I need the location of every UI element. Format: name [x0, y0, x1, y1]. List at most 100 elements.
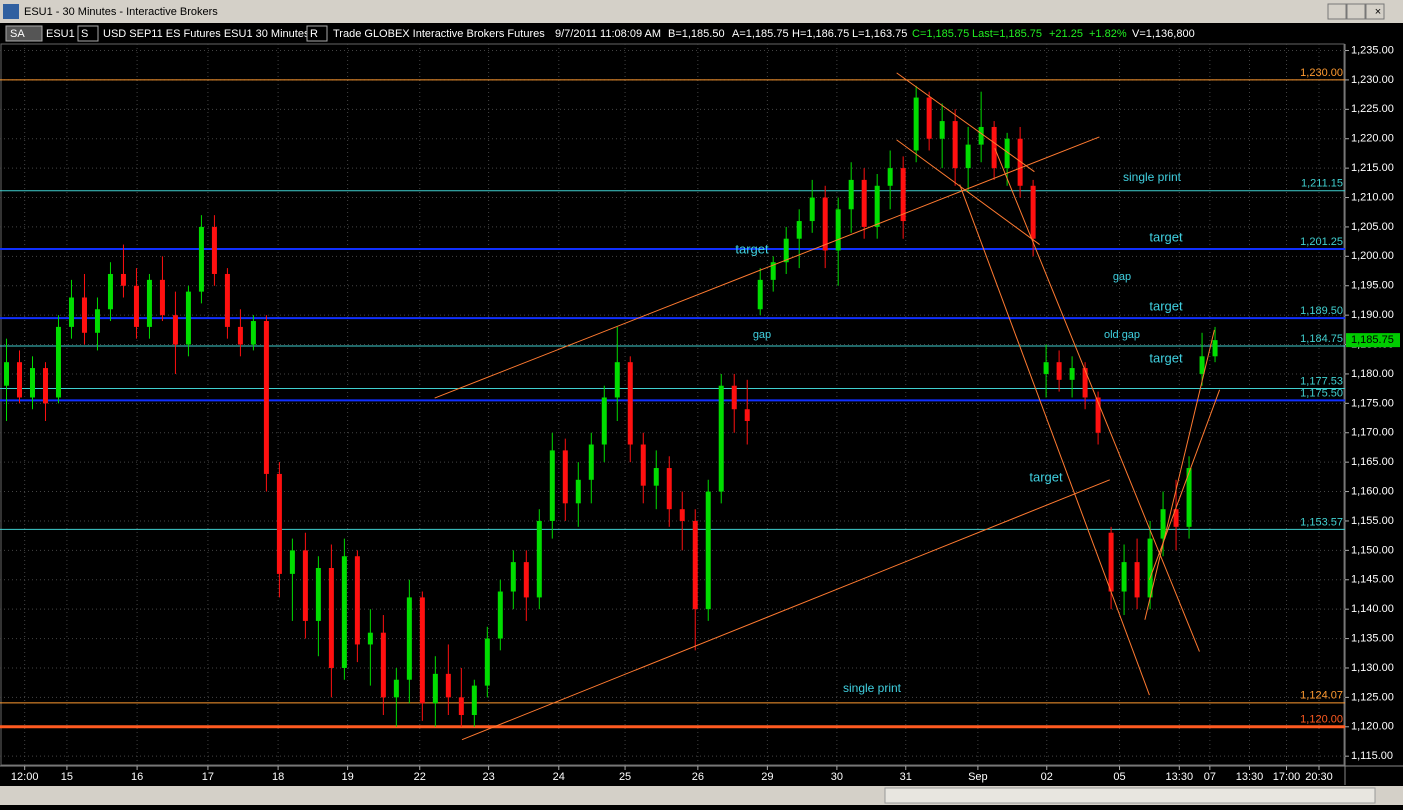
candle-body — [887, 168, 893, 186]
trendline — [896, 72, 1035, 173]
candle-body — [705, 491, 711, 610]
candle-body — [328, 568, 334, 668]
candle-body — [536, 520, 542, 598]
candle-body — [822, 197, 828, 251]
candle-body — [1121, 562, 1127, 592]
annotation: target — [735, 241, 769, 256]
level-label: 1,124.07 — [1300, 690, 1343, 702]
candle-body — [146, 279, 152, 327]
annotation: target — [1149, 298, 1183, 313]
y-tick-label: 1,160.00 — [1351, 485, 1394, 497]
r-dropdown[interactable] — [306, 25, 328, 42]
x-tick-label: 24 — [553, 771, 565, 783]
level-label: 1,153.57 — [1300, 516, 1343, 528]
x-tick-label: 16 — [131, 771, 143, 783]
y-tick-label: 1,135.00 — [1351, 632, 1394, 644]
close-icon: × — [1375, 6, 1381, 18]
candle-body — [809, 197, 815, 222]
candle-body — [68, 297, 74, 327]
candle-body — [315, 568, 321, 621]
candle-body — [289, 550, 295, 574]
source: Trade GLOBEX Interactive Brokers Futures — [333, 28, 545, 40]
candle-body — [510, 562, 516, 592]
x-tick-label: 20:30 — [1305, 771, 1333, 783]
x-tick-label: 31 — [900, 771, 912, 783]
candle-body — [939, 121, 945, 139]
candle-body — [81, 297, 87, 333]
maximize-button[interactable] — [1346, 3, 1366, 20]
y-tick-label: 1,165.00 — [1351, 456, 1394, 468]
y-tick-label: 1,170.00 — [1351, 427, 1394, 439]
plot-frame — [0, 43, 1345, 766]
candle-body — [1095, 397, 1101, 433]
candle-body — [263, 321, 269, 474]
candle-body — [484, 638, 490, 686]
close: C=1,185.75 — [912, 28, 969, 40]
low: L=1,163.75 — [852, 28, 907, 40]
last-price-label: 1,185.75 — [1351, 334, 1394, 346]
candle-body — [1212, 340, 1218, 357]
candle-body — [341, 556, 347, 668]
x-tick-label: 18 — [272, 771, 284, 783]
scroll-thumb[interactable] — [884, 787, 1376, 804]
candle-body — [965, 144, 971, 169]
candle-body — [757, 279, 763, 310]
level-label: 1,189.50 — [1300, 305, 1343, 317]
candle-body — [718, 385, 724, 492]
x-tick-label: 26 — [692, 771, 704, 783]
y-tick-label: 1,130.00 — [1351, 662, 1394, 674]
last-price-box — [1346, 333, 1400, 348]
level-label: 1,175.50 — [1300, 387, 1343, 399]
x-tick-label: 05 — [1113, 771, 1125, 783]
candle-body — [653, 468, 659, 486]
restore-button[interactable] — [1327, 3, 1347, 20]
candle-body — [406, 597, 412, 680]
change: +21.25 — [1049, 28, 1083, 40]
candle-body — [1069, 368, 1075, 380]
candle-body — [861, 179, 867, 227]
candle-body — [16, 362, 22, 398]
candle-body — [1004, 138, 1010, 169]
y-tick-label: 1,195.00 — [1351, 280, 1394, 292]
candle-body — [640, 444, 646, 486]
candle-body — [224, 273, 230, 327]
candle-body — [419, 597, 425, 704]
candle-body — [1108, 532, 1114, 592]
trendline — [896, 139, 1040, 245]
s-dropdown[interactable] — [77, 25, 99, 42]
candle-body — [432, 673, 438, 704]
candle-body — [783, 238, 789, 263]
candle-body — [107, 273, 113, 310]
candle-body — [133, 285, 139, 327]
candle-body — [523, 562, 529, 598]
trendline — [1148, 389, 1221, 580]
annotation: target — [1149, 229, 1183, 244]
candle-body — [562, 450, 568, 504]
x-tick-label: 15 — [61, 771, 73, 783]
symbol: ESU1 — [46, 28, 75, 40]
candle-body — [848, 179, 854, 210]
x-tick-label: Sep — [968, 771, 988, 783]
candle-body — [978, 126, 984, 145]
y-tick-label: 1,120.00 — [1351, 721, 1394, 733]
level-label: 1,184.75 — [1300, 333, 1343, 345]
candle-body — [1134, 562, 1140, 598]
candle-body — [42, 368, 48, 404]
candle-body — [393, 679, 399, 698]
y-tick-label: 1,180.00 — [1351, 368, 1394, 380]
close-button[interactable] — [1365, 3, 1385, 20]
annotation: single print — [843, 681, 902, 695]
annotation: target — [1149, 350, 1183, 365]
x-tick-label: 22 — [414, 771, 426, 783]
datetime: 9/7/2011 11:08:09 AM — [555, 28, 661, 40]
candle-body — [627, 362, 633, 445]
change-pct: +1.82% — [1089, 28, 1127, 40]
account-dropdown[interactable] — [5, 25, 43, 42]
y-tick-label: 1,225.00 — [1351, 103, 1394, 115]
ask: A=1,185.75 — [732, 28, 789, 40]
candle-body — [991, 126, 997, 169]
x-tick-label: 13:30 — [1236, 771, 1264, 783]
y-tick-label: 1,205.00 — [1351, 221, 1394, 233]
